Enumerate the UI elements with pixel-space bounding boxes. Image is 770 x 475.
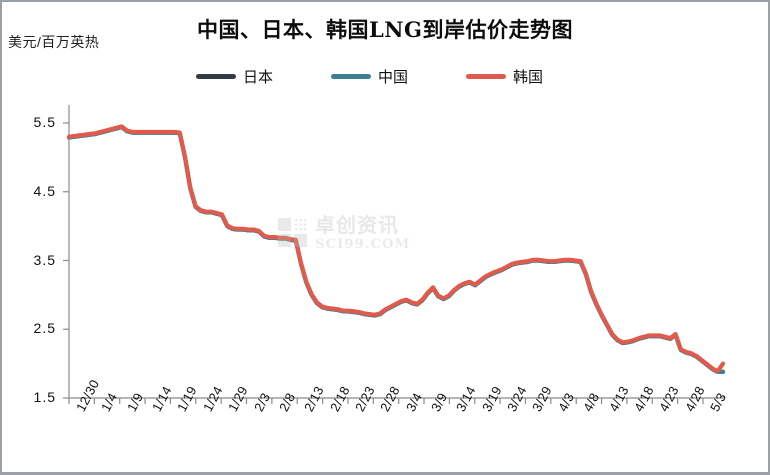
series-line-中国 — [66, 125, 726, 374]
y-tick-label: 2.5 — [33, 320, 56, 337]
chart-title: 中国、日本、韩国LNG到岸估价走势图 — [197, 17, 573, 42]
legend-swatch-icon — [331, 74, 372, 79]
y-tick-label: 5.5 — [33, 114, 56, 130]
legend-swatch-icon — [466, 74, 507, 79]
page-border-left — [0, 0, 2, 475]
y-tick-label: 4.5 — [33, 182, 56, 199]
page-border-right — [768, 0, 770, 475]
series-line-日本 — [66, 125, 726, 374]
legend-label: 中国 — [378, 69, 409, 86]
series-line-韩国 — [66, 124, 726, 374]
legend-item-中国[interactable]: 中国 — [331, 66, 408, 87]
legend-label: 日本 — [243, 69, 274, 86]
y-tick-label: 3.5 — [33, 251, 56, 268]
legend-swatch-icon — [196, 74, 236, 79]
page-border-top — [0, 0, 770, 2]
y-axis-unit-label: 美元/百万英热 — [8, 34, 100, 50]
page-border-bottom — [0, 472, 770, 475]
chart-legend: 日本 中国 韩国 — [196, 66, 543, 87]
y-tick-label: 1.5 — [33, 389, 56, 405]
legend-label: 韩国 — [513, 69, 544, 86]
legend-item-日本[interactable]: 日本 — [196, 66, 273, 87]
legend-item-韩国[interactable]: 韩国 — [466, 66, 543, 87]
